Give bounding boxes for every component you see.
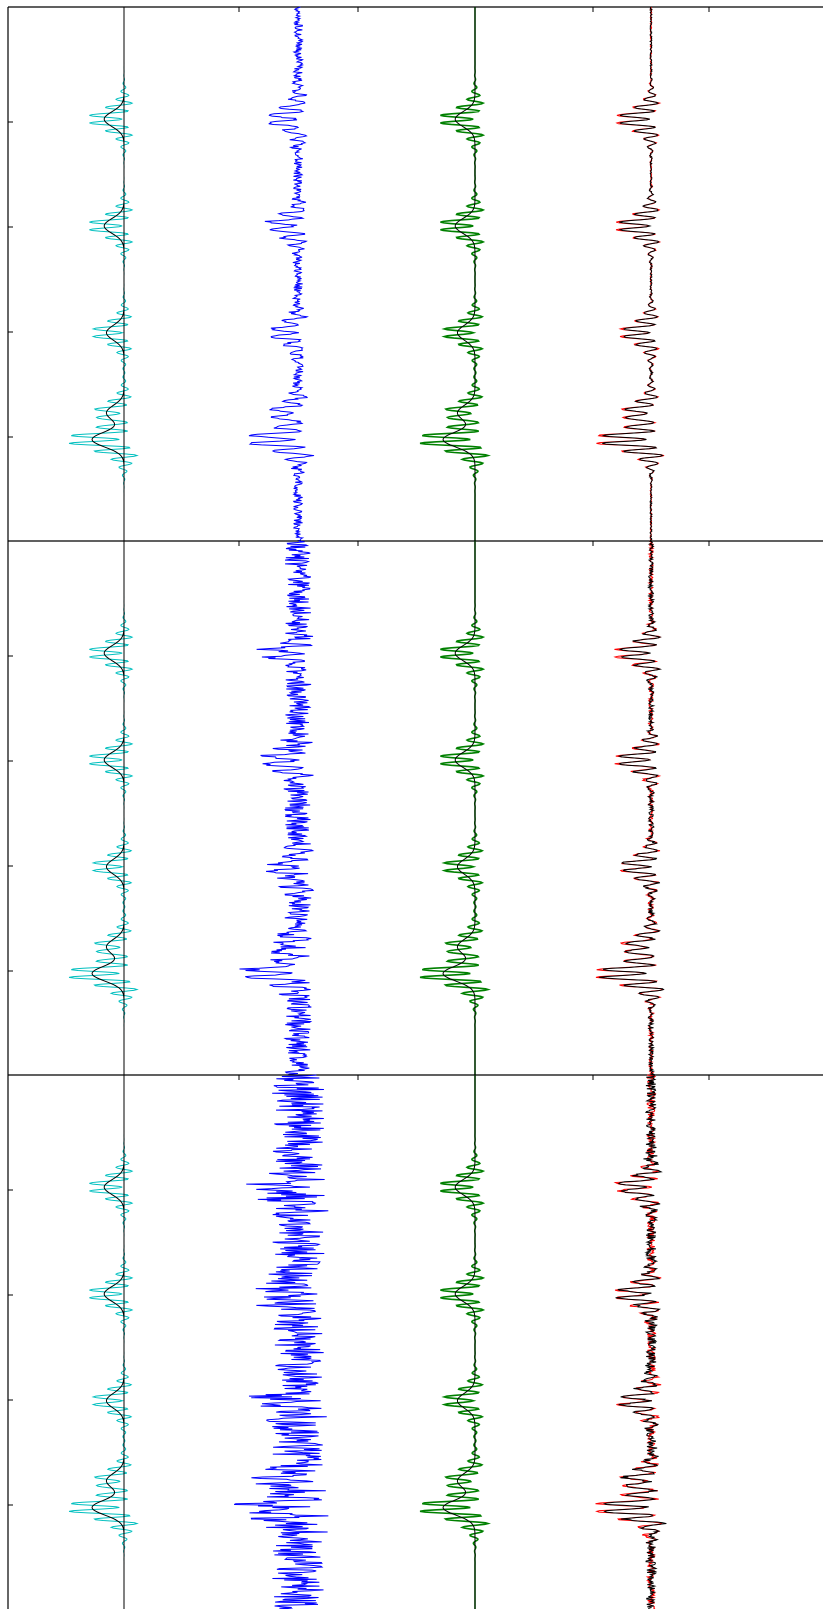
trace-blue-noisy xyxy=(248,6,315,542)
axes-frame xyxy=(7,540,823,1075)
axes-frame xyxy=(7,1074,823,1609)
trace-envelope xyxy=(442,1075,476,1609)
trace-envelope xyxy=(442,7,476,541)
trace-blue-noisy xyxy=(233,1074,329,1609)
trace-blue-noisy xyxy=(239,540,315,1076)
trace-red-estimate xyxy=(595,1074,663,1609)
trace-black-reference xyxy=(601,6,664,542)
panels xyxy=(7,6,823,1609)
trace-black-reference xyxy=(602,1074,667,1609)
panel-bottom xyxy=(7,1074,823,1609)
trace-black-reference xyxy=(599,540,665,1076)
trace-envelope xyxy=(442,541,476,1075)
panel-middle xyxy=(7,540,823,1076)
panel-top xyxy=(7,6,823,542)
axes-frame xyxy=(7,6,823,541)
